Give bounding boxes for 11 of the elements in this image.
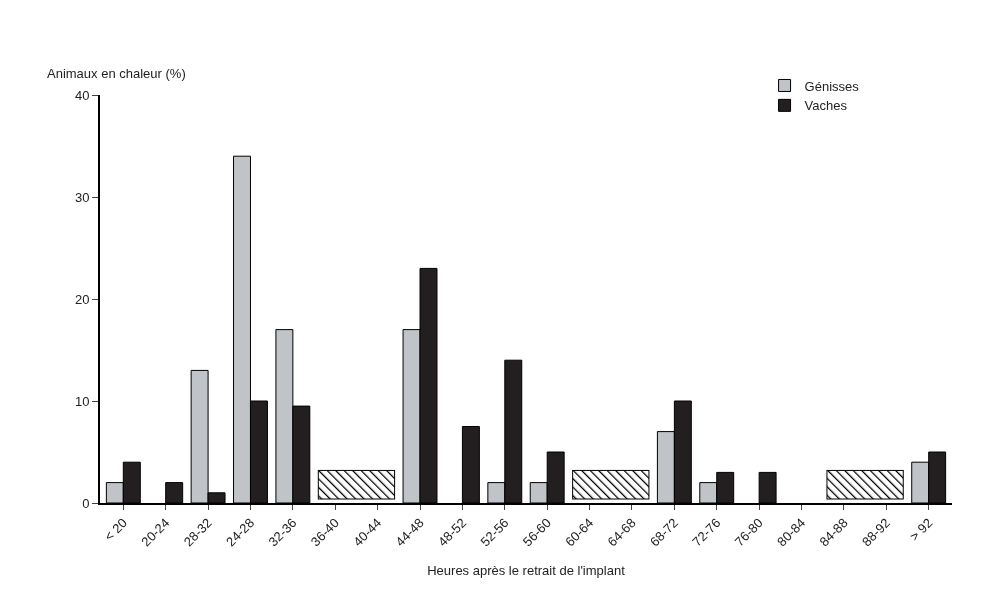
y-tick-label: 30	[74, 189, 90, 205]
x-tick-label: > 92	[906, 515, 936, 544]
y-axis-title: Animaux en chaleur (%)	[47, 66, 186, 81]
y-tick-label: 40	[74, 87, 90, 103]
legend-label: Génisses	[804, 78, 860, 94]
legend-label: Vaches	[804, 98, 848, 114]
y-tick-label: 10	[74, 393, 90, 409]
x-axis-title: Heures après le retrait de l'implant	[427, 563, 626, 579]
y-tick-label: 20	[74, 291, 90, 307]
y-tick-label: 0	[82, 495, 90, 511]
x-tick-label: < 20	[101, 515, 131, 544]
